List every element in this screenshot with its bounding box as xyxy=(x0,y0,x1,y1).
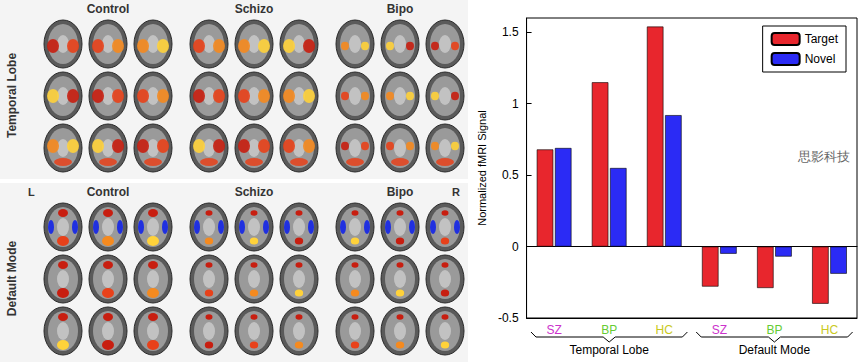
svg-text:0: 0 xyxy=(512,240,519,254)
svg-text:1.5: 1.5 xyxy=(502,25,519,39)
svg-text:Temporal Lobe: Temporal Lobe xyxy=(5,53,19,138)
svg-text:Schizo: Schizo xyxy=(235,185,274,199)
svg-text:BP: BP xyxy=(601,323,617,337)
svg-text:-0.5: -0.5 xyxy=(498,311,519,325)
svg-text:0.5: 0.5 xyxy=(502,168,519,182)
svg-text:L: L xyxy=(28,186,35,198)
svg-text:Novel: Novel xyxy=(805,52,836,66)
svg-text:Temporal Lobe: Temporal Lobe xyxy=(569,343,649,357)
svg-text:Bipo: Bipo xyxy=(387,2,414,16)
svg-text:Schizo: Schizo xyxy=(235,2,274,16)
svg-text:SZ: SZ xyxy=(546,323,561,337)
svg-text:SZ: SZ xyxy=(712,323,727,337)
svg-text:Normalized fMRI Signal: Normalized fMRI Signal xyxy=(476,110,488,226)
svg-text:R: R xyxy=(452,186,460,198)
svg-text:1: 1 xyxy=(512,97,519,111)
svg-text:HC: HC xyxy=(821,323,839,337)
svg-text:BP: BP xyxy=(766,323,782,337)
svg-text:Control: Control xyxy=(87,2,130,16)
svg-text:思影科技: 思影科技 xyxy=(797,149,850,164)
svg-text:Control: Control xyxy=(87,185,130,199)
svg-text:HC: HC xyxy=(656,323,674,337)
svg-text:Target: Target xyxy=(805,32,839,46)
svg-text:Default Mode: Default Mode xyxy=(5,241,19,317)
svg-text:Bipo: Bipo xyxy=(387,185,414,199)
svg-text:Default Mode: Default Mode xyxy=(739,343,811,357)
